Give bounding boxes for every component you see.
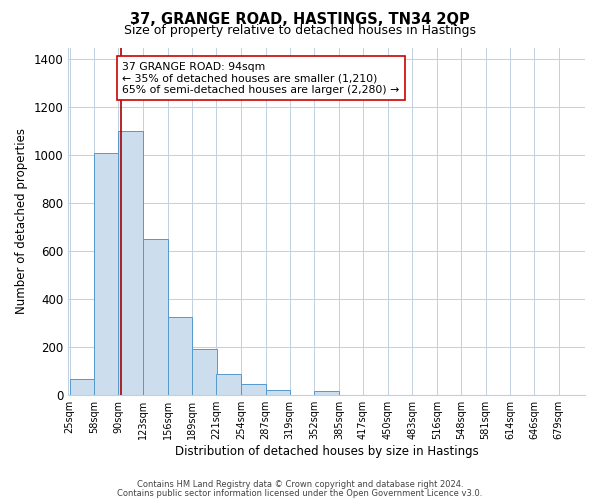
Text: Contains HM Land Registry data © Crown copyright and database right 2024.: Contains HM Land Registry data © Crown c… [137,480,463,489]
Bar [118,132,143,394]
Text: 37, GRANGE ROAD, HASTINGS, TN34 2QP: 37, GRANGE ROAD, HASTINGS, TN34 2QP [130,12,470,26]
Bar [193,349,217,395]
Bar [167,317,193,394]
Text: 37 GRANGE ROAD: 94sqm
← 35% of detached houses are smaller (1,210)
65% of semi-d: 37 GRANGE ROAD: 94sqm ← 35% of detached … [122,62,399,95]
Bar [94,153,119,394]
Bar [314,391,339,394]
Bar [266,390,290,394]
Bar [70,379,94,394]
Bar [241,384,266,394]
Bar [216,374,241,394]
Text: Size of property relative to detached houses in Hastings: Size of property relative to detached ho… [124,24,476,37]
X-axis label: Distribution of detached houses by size in Hastings: Distribution of detached houses by size … [175,444,478,458]
Text: Contains public sector information licensed under the Open Government Licence v3: Contains public sector information licen… [118,488,482,498]
Bar [143,239,167,394]
Y-axis label: Number of detached properties: Number of detached properties [15,128,28,314]
